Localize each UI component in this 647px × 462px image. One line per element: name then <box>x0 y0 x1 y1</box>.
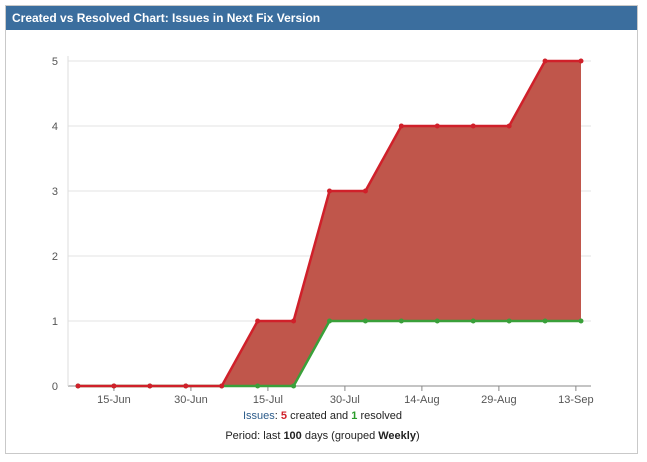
x-tick-label: 13-Sep <box>558 394 593 406</box>
y-tick-label: 0 <box>52 381 58 393</box>
resolved-point <box>362 318 368 324</box>
resolved-text: resolved <box>360 410 403 422</box>
period-prefix: Period: last <box>225 430 281 442</box>
resolved-point <box>578 318 584 324</box>
x-tick-label: 30-Jul <box>330 394 360 406</box>
y-tick-label: 1 <box>52 316 58 328</box>
chart-gadget: Created vs Resolved Chart: Issues in Nex… <box>5 5 638 454</box>
created-point <box>542 58 548 64</box>
y-tick-label: 5 <box>52 56 58 68</box>
created-point <box>111 383 117 389</box>
created-point <box>434 123 440 129</box>
resolved-point <box>255 383 261 389</box>
resolved-point <box>542 318 548 324</box>
resolved-line <box>78 319 581 388</box>
x-tick-label: 15-Jun <box>97 394 131 406</box>
y-tick-label: 2 <box>52 251 58 263</box>
period-summary: Period: last 100 days (grouped Weekly) <box>6 430 639 442</box>
created-point <box>219 383 225 389</box>
issues-label[interactable]: Issues <box>242 410 275 422</box>
created-resolved-area <box>78 61 581 386</box>
created-point <box>75 383 81 389</box>
created-vs-resolved-chart: 0 1 2 3 4 5 15-Jun 30-Jun 15-Jul 30-Jul 14-Aug 29-A… <box>52 56 594 406</box>
x-tick-label: 30-Jun <box>174 394 208 406</box>
period-mid: days (grouped <box>304 430 376 442</box>
created-point <box>327 188 332 194</box>
x-tick-label: 29-Aug <box>481 394 516 406</box>
period-days: 100 <box>283 430 302 442</box>
period-suffix: ) <box>415 430 420 442</box>
x-tick-label: 15-Jul <box>253 394 283 406</box>
x-tick-label: 14-Aug <box>404 394 439 406</box>
created-point <box>183 383 189 389</box>
gadget-title: Created vs Resolved Chart: Issues in Nex… <box>6 6 637 30</box>
period-group: Weekly <box>378 430 416 442</box>
created-point <box>398 123 404 129</box>
resolved-point <box>470 318 476 324</box>
resolved-point <box>434 318 440 324</box>
created-count: 5 <box>280 410 288 422</box>
created-point <box>255 318 261 324</box>
resolved-count: 1 <box>351 410 358 422</box>
resolved-point <box>398 318 404 324</box>
y-tick-label: 4 <box>52 121 58 133</box>
y-tick-label: 3 <box>52 186 58 198</box>
created-point <box>578 58 584 64</box>
resolved-point <box>327 318 332 324</box>
created-text: created and <box>290 410 349 422</box>
created-point <box>470 123 476 129</box>
resolved-point <box>291 383 297 389</box>
created-point <box>362 188 368 194</box>
resolved-point <box>506 318 512 324</box>
created-point <box>147 383 153 389</box>
created-point <box>506 123 512 129</box>
issues-summary: Issues: 5 created and 1 resolved <box>242 410 403 422</box>
created-point <box>291 318 297 324</box>
